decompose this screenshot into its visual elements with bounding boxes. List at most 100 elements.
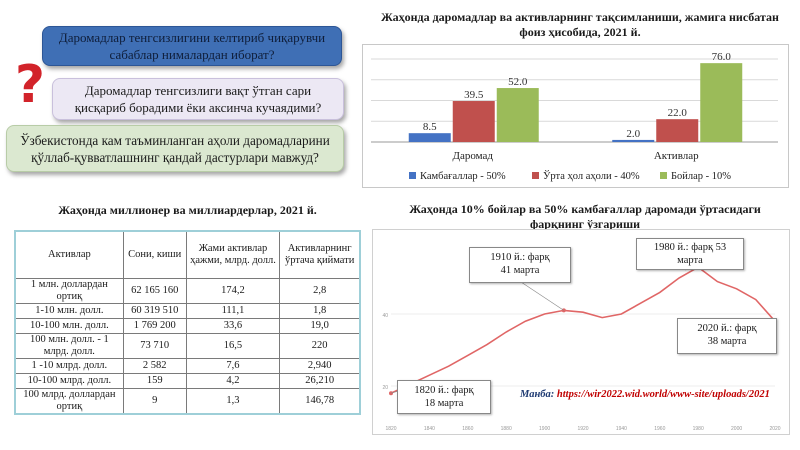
- table-cell: 7,6: [185, 358, 281, 374]
- table-header-cell: Активларнинг ўртача қиймати: [279, 230, 361, 279]
- legend-swatch: [532, 172, 539, 179]
- x-tick-label: 2020: [769, 426, 780, 432]
- table-cell: 1,3: [185, 388, 281, 415]
- table-cell: 174,2: [185, 278, 281, 304]
- callout-line: 2020 й.: фарқ: [697, 323, 757, 334]
- bar-data-label: 52.0: [508, 76, 528, 88]
- table-cell: 100 млн. долл. - 1 млрд. долл.: [14, 333, 124, 359]
- table-cell: 2 582: [122, 358, 187, 374]
- series-line: [390, 266, 776, 394]
- question-text: Даромадлар тенгсизлигини келтириб чиқару…: [58, 30, 326, 62]
- table-cell: 2,8: [279, 278, 361, 304]
- y-tick-label: 20: [382, 385, 388, 391]
- legend-label: Ўрта ҳол аҳоли - 40%: [543, 170, 640, 182]
- question-mark-icon: ?: [14, 55, 46, 115]
- table-cell: 19,0: [279, 318, 361, 334]
- callout-connector: [520, 281, 564, 311]
- legend-swatch: [409, 172, 416, 179]
- question-box-trend: Даромадлар тенгсизлиги вақт ўтган сари қ…: [52, 78, 344, 120]
- table-cell: 4,2: [185, 373, 281, 389]
- category-tick-label: Даромад: [452, 150, 493, 162]
- table-row: 10-100 млрд. долл. 159 4,2 26,210: [14, 373, 361, 389]
- table-cell: 60 319 510: [122, 303, 187, 319]
- table-cell: 1-10 млн. долл.: [14, 303, 124, 319]
- table-cell: 1,8: [279, 303, 361, 319]
- question-text: Даромадлар тенгсизлиги вақт ўтган сари қ…: [74, 83, 322, 115]
- table-row: 1 -10 млрд. долл. 2 582 7,6 2,940: [14, 358, 361, 374]
- source-link[interactable]: https://wir2022.wid.world/www-site/uploa…: [556, 389, 770, 400]
- question-box-causes: Даромадлар тенгсизлигини келтириб чиқару…: [42, 26, 342, 66]
- table-header-cell: Сони, киши: [122, 230, 187, 279]
- callout-line: 38 марта: [707, 336, 747, 347]
- bar-data-label: 76.0: [712, 51, 732, 63]
- table-cell: 1 769 200: [122, 318, 187, 334]
- table-cell: 73 710: [122, 333, 187, 359]
- table-cell: 159: [122, 373, 187, 389]
- callout-line: 1910 й.: фарқ: [490, 252, 550, 263]
- table-header-cell: Жами активлар ҳажми, млрд. долл.: [185, 230, 281, 279]
- bar-data-label: 2.0: [626, 128, 640, 140]
- table-cell: 33,6: [185, 318, 281, 334]
- table-cell: 220: [279, 333, 361, 359]
- x-tick-label: 1920: [577, 426, 588, 432]
- bar-data-label: 39.5: [464, 89, 484, 101]
- table-row: 1 млн. доллардан ортиқ 62 165 160 174,2 2,8: [14, 278, 361, 304]
- x-tick-label: 1900: [539, 426, 550, 432]
- table-cell: 9: [122, 388, 187, 415]
- callout-1910: 1910 й.: фарқ 41 марта: [469, 247, 571, 283]
- x-tick-label: 1840: [424, 426, 435, 432]
- question-text: Ўзбекистонда кам таъминланган аҳоли даро…: [20, 132, 330, 165]
- question-box-programs: Ўзбекистонда кам таъминланган аҳоли даро…: [6, 125, 344, 172]
- table-cell: 62 165 160: [122, 278, 187, 304]
- table-cell: 1 -10 млрд. долл.: [14, 358, 124, 374]
- callout-line: 1820 й.: фарқ: [414, 385, 474, 396]
- bar: [612, 139, 655, 142]
- table-cell: 10-100 млн. долл.: [14, 318, 124, 334]
- callout-line: 41 марта: [500, 265, 540, 276]
- table-row: 100 млрд. доллардан ортиқ 9 1,3 146,78: [14, 388, 361, 415]
- callout-line: 1980 й.: фарқ 53: [653, 242, 727, 253]
- category-tick-label: Активлар: [654, 150, 699, 162]
- bar: [656, 119, 699, 142]
- x-tick-label: 1980: [693, 426, 704, 432]
- callout-2020: 2020 й.: фарқ 38 марта: [677, 318, 777, 354]
- data-point: [389, 391, 393, 396]
- table-cell: 111,1: [185, 303, 281, 319]
- callout-1820: 1820 й.: фарқ 18 марта: [397, 380, 491, 414]
- bar: [408, 133, 451, 142]
- legend-swatch: [660, 172, 667, 179]
- callout-line: марта: [677, 255, 703, 266]
- table-cell: 10-100 млрд. долл.: [14, 373, 124, 389]
- table-row: 100 млн. долл. - 1 млрд. долл. 73 710 16,5…: [14, 333, 361, 359]
- y-tick-label: 40: [382, 313, 388, 319]
- bar-chart: 8.5 39.5 52.0 Даромад 2.0 22.0 76.0 Активлар Кам…: [371, 51, 778, 182]
- x-tick-label: 1880: [501, 426, 512, 432]
- table-cell: 26,210: [279, 373, 361, 389]
- bar: [496, 88, 539, 142]
- bar-data-label: 8.5: [423, 121, 437, 133]
- x-tick-label: 2000: [731, 426, 742, 432]
- bar: [452, 101, 495, 142]
- x-tick-label: 1940: [616, 426, 627, 432]
- bar: [700, 63, 743, 142]
- table-title: Жаҳонда миллионер ва миллиардерлар, 2021…: [58, 203, 317, 217]
- bar-data-label: 22.0: [668, 107, 688, 119]
- millionaires-table: Активлар Сони, киши Жами активлар ҳажми, м…: [14, 230, 361, 415]
- source-note: Манба: https://wir2022.wid.world/www-sit…: [520, 389, 770, 400]
- table-row: 1-10 млн. долл. 60 319 510 111,1 1,8: [14, 303, 361, 319]
- table-header-row: Активлар Сони, киши Жами активлар ҳажми, м…: [14, 230, 361, 279]
- x-tick-label: 1960: [654, 426, 665, 432]
- line-chart-title: Жаҳонда 10% бойлар ва 50% камбағаллар да…: [409, 202, 761, 231]
- x-tick-label: 1860: [462, 426, 473, 432]
- table-cell: 146,78: [279, 388, 361, 415]
- bar-chart-title: Жаҳонда даромадлар ва активларнинг тақси…: [381, 10, 779, 39]
- callout-1980: 1980 й.: фарқ 53 марта: [636, 238, 744, 270]
- table-row: 10-100 млн. долл. 1 769 200 33,6 19,0: [14, 318, 361, 334]
- table-header-cell: Активлар: [14, 230, 124, 279]
- table-cell: 16,5: [185, 333, 281, 359]
- bar-chart-frame: 8.5 39.5 52.0 Даромад 2.0 22.0 76.0 Активлар Кам…: [362, 44, 789, 188]
- table-cell: 1 млн. доллардан ортиқ: [14, 278, 124, 304]
- table-cell: 2,940: [279, 358, 361, 374]
- callout-line: 18 марта: [424, 398, 464, 409]
- legend-label: Камбағаллар - 50%: [420, 171, 506, 182]
